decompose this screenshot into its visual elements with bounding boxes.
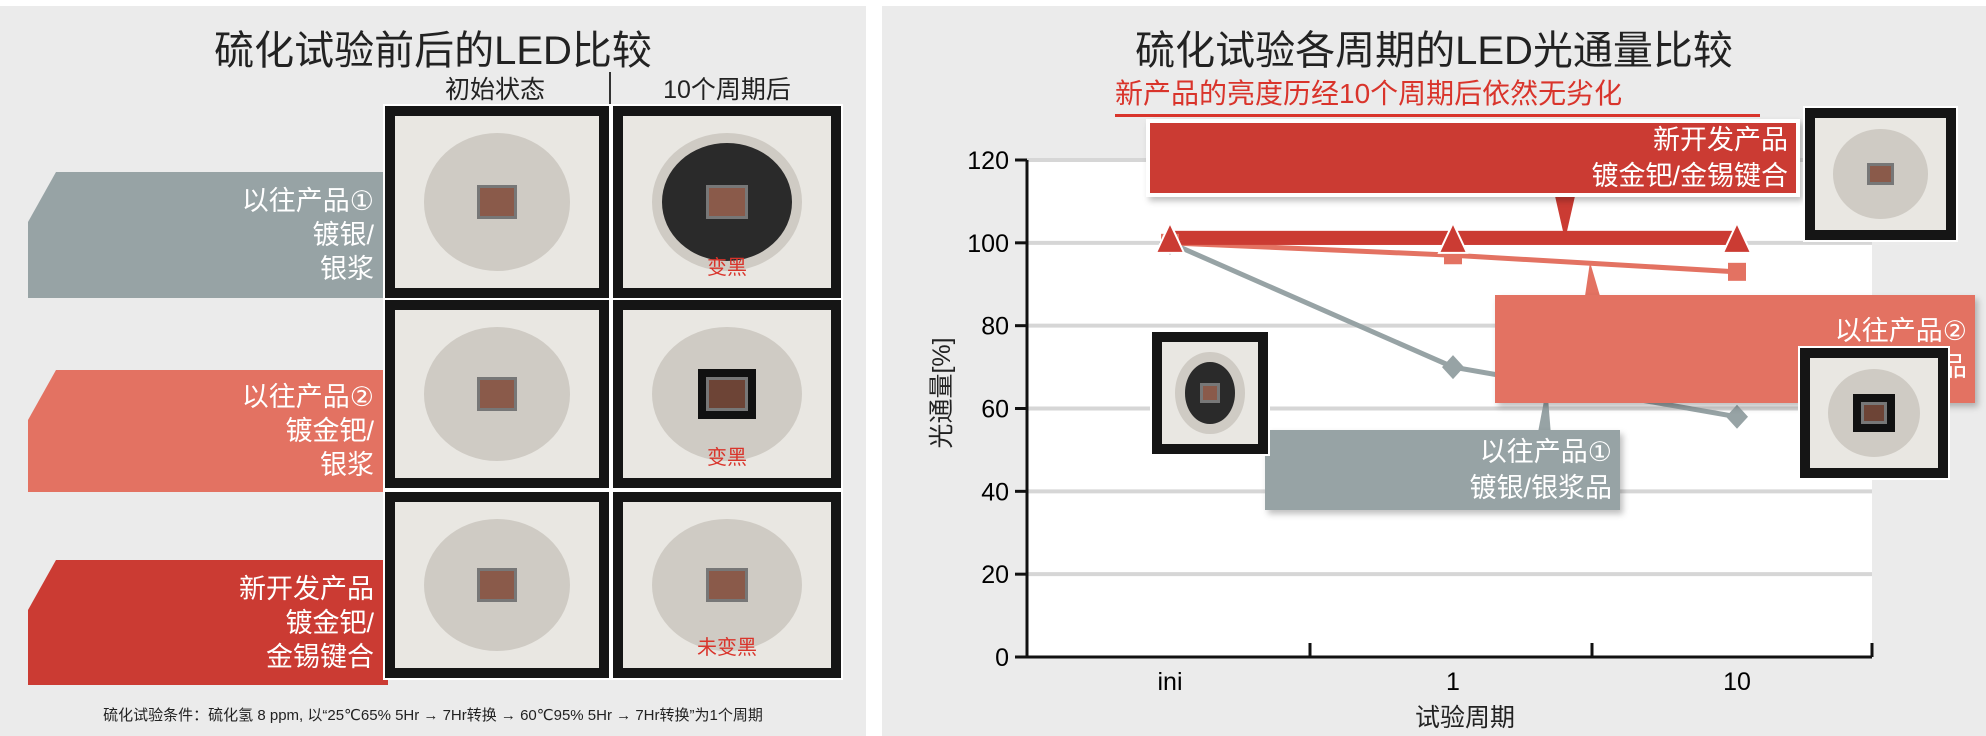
- y-tick-label: 60: [981, 396, 1009, 424]
- callout-3: 以往产品① 镀银/银浆品: [1265, 430, 1620, 510]
- row-label-line: 以往产品①: [241, 186, 374, 216]
- led-die: [1200, 382, 1220, 404]
- led-chip: [395, 502, 599, 668]
- y-tick-label: 80: [981, 313, 1009, 341]
- footnote: 硫化试验条件：硫化氢 8 ppm, 以“25℃65% 5Hr → 7Hr转换 →…: [103, 707, 763, 724]
- row-label-line: 镀金钯/: [285, 607, 374, 638]
- photo-after-3: 未变黑: [611, 490, 843, 680]
- led-die: [1867, 162, 1894, 186]
- photo-old1-after: [1150, 330, 1270, 456]
- callout-line: 镀银/银浆品: [1469, 473, 1612, 503]
- photo-old2-after: [1798, 346, 1950, 480]
- row-label-line: 银浆: [320, 254, 374, 284]
- y-tick-label: 40: [981, 478, 1009, 506]
- left-title: 硫化试验前后的LED比较: [214, 29, 652, 73]
- callout-line: 以往产品②: [1834, 316, 1967, 346]
- after-mark: 变黑: [707, 257, 747, 279]
- led-die: [476, 377, 518, 411]
- led-chip: [623, 116, 831, 288]
- row-label-line: 新开发产品: [239, 573, 374, 604]
- led-chip: [623, 310, 831, 478]
- photo-initial-3: [383, 490, 611, 680]
- row-label-1: 以往产品① 镀银/银浆: [28, 172, 388, 298]
- data-point-triangle: [1721, 220, 1753, 254]
- subtitle: 新产品的亮度历经10个周期后依然无劣化: [1115, 78, 1623, 109]
- led-chip: [1810, 358, 1938, 468]
- right-title: 硫化试验各周期的LED光通量比较: [1135, 29, 1733, 73]
- data-point-diamond: [1726, 404, 1748, 429]
- row-label-3: 新开发产品 镀金钯/金锡键合: [28, 560, 388, 685]
- y-tick-label: 100: [967, 230, 1009, 258]
- y-tick-label: 20: [981, 561, 1009, 589]
- callout-line: 镀金钯/金锡键合: [1591, 161, 1788, 191]
- led-chip: [395, 116, 599, 288]
- photo-after-1: 变黑: [611, 104, 843, 300]
- led-chip: [1815, 118, 1946, 230]
- x-axis-label: 试验周期: [1414, 704, 1515, 732]
- led-die: [1861, 402, 1887, 424]
- data-point-square: [1728, 262, 1746, 281]
- col-divider: [609, 72, 611, 106]
- led-chip: [1162, 342, 1258, 444]
- data-point-diamond: [1442, 355, 1464, 380]
- col-header-after: 10个周期后: [663, 76, 791, 104]
- led-die: [706, 377, 748, 411]
- row-label-line: 镀银/: [312, 220, 374, 250]
- after-mark: 未变黑: [697, 637, 757, 659]
- row-label-line: 金锡键合: [266, 641, 374, 672]
- row-label-line: 镀金钯/: [285, 416, 374, 446]
- photo-initial-2: [383, 298, 611, 490]
- callout-pointer-new: [1555, 196, 1575, 240]
- row-label-line: 以往产品②: [241, 382, 374, 412]
- row-label-line: 银浆: [320, 450, 374, 480]
- led-die: [476, 184, 518, 220]
- data-point-triangle: [1154, 220, 1186, 254]
- y-tick-label: 0: [995, 644, 1009, 672]
- led-die: [476, 568, 518, 602]
- callout-line: 以往产品①: [1479, 437, 1612, 467]
- y-tick-label: 120: [967, 147, 1009, 175]
- x-tick-label: 10: [1723, 668, 1751, 696]
- led-die: [706, 184, 748, 220]
- subtitle-underline: [1115, 114, 1760, 117]
- callout-1: 新开发产品镀金钯/金锡键合: [1146, 119, 1800, 197]
- led-chip: [395, 310, 599, 478]
- photo-initial-1: [383, 104, 611, 300]
- row-label-2: 以往产品② 镀金钯/银浆: [28, 370, 388, 492]
- led-die: [706, 568, 748, 602]
- callout-pointer-old2: [1585, 262, 1600, 296]
- col-header-initial: 初始状态: [444, 76, 545, 104]
- photo-after-2: 变黑: [611, 298, 843, 490]
- after-mark: 变黑: [707, 447, 747, 469]
- photo-new-after: [1803, 106, 1958, 242]
- led-chip: [623, 502, 831, 668]
- callout-line: 新开发产品: [1653, 125, 1788, 155]
- led-lens: [1175, 352, 1245, 434]
- x-tick-label: ini: [1157, 668, 1182, 696]
- x-tick-label: 1: [1446, 668, 1460, 696]
- data-point-triangle: [1437, 220, 1469, 254]
- y-axis-label: 光通量[%]: [928, 337, 956, 449]
